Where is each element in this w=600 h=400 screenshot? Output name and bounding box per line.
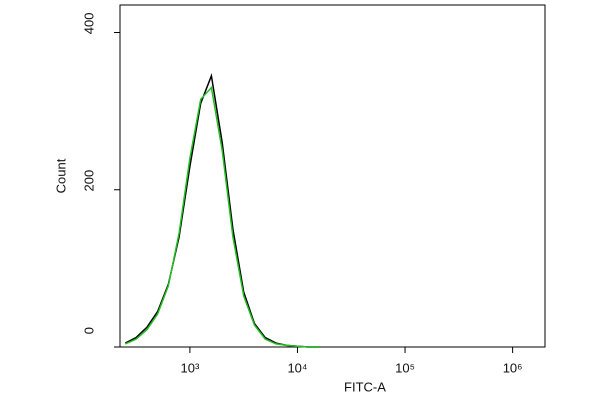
x-tick-label: 10³	[180, 360, 199, 375]
x-tick-label: 10⁵	[395, 360, 415, 375]
y-axis-label: Count	[53, 158, 68, 193]
x-tick-label: 10⁶	[503, 360, 523, 375]
y-tick-label: 200	[81, 170, 96, 192]
y-tick-label: 0	[81, 327, 96, 334]
x-axis-label: FITC-A	[344, 379, 386, 394]
y-tick-label: 400	[81, 13, 96, 35]
histogram-line	[124, 72, 319, 348]
x-tick-label: 10⁴	[287, 360, 307, 375]
histogram-line	[124, 85, 319, 348]
plot-frame	[119, 4, 546, 348]
